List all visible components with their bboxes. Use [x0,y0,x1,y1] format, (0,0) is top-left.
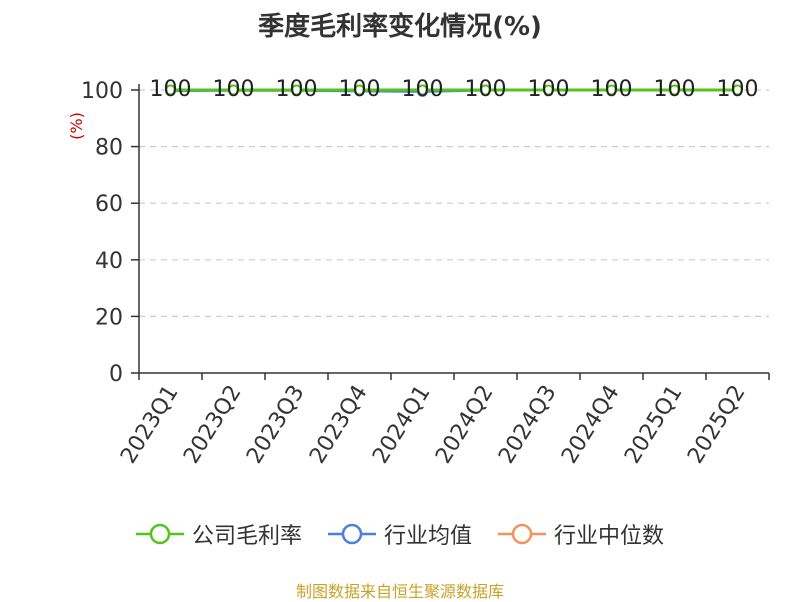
data-point [354,84,365,96]
data-point [732,84,743,96]
legend-swatch-icon [135,523,184,545]
data-label: 100 [528,77,570,102]
y-tick-label: 20 [95,305,123,330]
legend-swatch-icon [498,523,546,545]
x-tick-label: 2024Q2 [431,381,498,468]
data-point [228,84,239,96]
data-label: 100 [591,77,633,102]
data-point [543,84,554,96]
series-lines [165,84,743,97]
data-label: 100 [717,77,759,102]
data-label: 100 [150,77,192,102]
data-point [165,84,176,96]
legend-item[interactable]: 行业中位数 [498,518,664,550]
legend: 公司毛利率 行业均值 行业中位数 [0,518,800,550]
legend-label: 公司毛利率 [191,524,302,549]
data-label: 100 [465,77,507,102]
axes: 020406080100(%)2023Q12023Q22023Q32023Q42… [67,79,770,468]
y-tick-label: 80 [95,136,123,161]
y-tick-label: 40 [95,249,123,274]
x-tick-label: 2023Q3 [242,381,309,468]
data-point [669,84,680,96]
y-tick-label: 0 [109,362,123,387]
data-label: 100 [654,77,696,102]
y-tick-label: 100 [81,79,123,104]
data-point [417,84,428,96]
grid-lines [139,89,769,317]
x-tick-label: 2025Q1 [620,381,687,468]
data-point [606,84,617,96]
y-axis-label: (%) [67,112,86,140]
x-tick-label: 2025Q2 [683,381,750,468]
x-tick-label: 2024Q1 [368,381,435,468]
chart-title: 季度毛利率变化情况(%) [258,12,542,42]
data-labels: 100 100 100 100 100 100 100 100 100 100 [150,77,759,102]
data-label: 100 [402,77,444,102]
data-label: 100 [339,77,381,102]
x-tick-label: 2024Q4 [557,381,624,468]
legend-label: 行业中位数 [554,524,665,549]
data-point [291,84,302,96]
legend-swatch-icon [327,523,376,545]
x-tick-label: 2023Q2 [179,381,246,468]
x-tick-label: 2024Q3 [494,381,561,468]
source-note: 制图数据来自恒生聚源数据库 [295,582,504,601]
data-label: 100 [213,77,255,102]
x-tick-label: 2023Q4 [305,381,372,468]
legend-label: 行业均值 [383,524,472,549]
legend-item[interactable]: 行业均值 [327,518,472,550]
legend-item[interactable]: 公司毛利率 [135,518,302,550]
x-tick-label: 2023Q1 [116,381,183,468]
y-tick-label: 60 [95,192,123,217]
data-label: 100 [276,77,318,102]
data-point [480,84,491,96]
